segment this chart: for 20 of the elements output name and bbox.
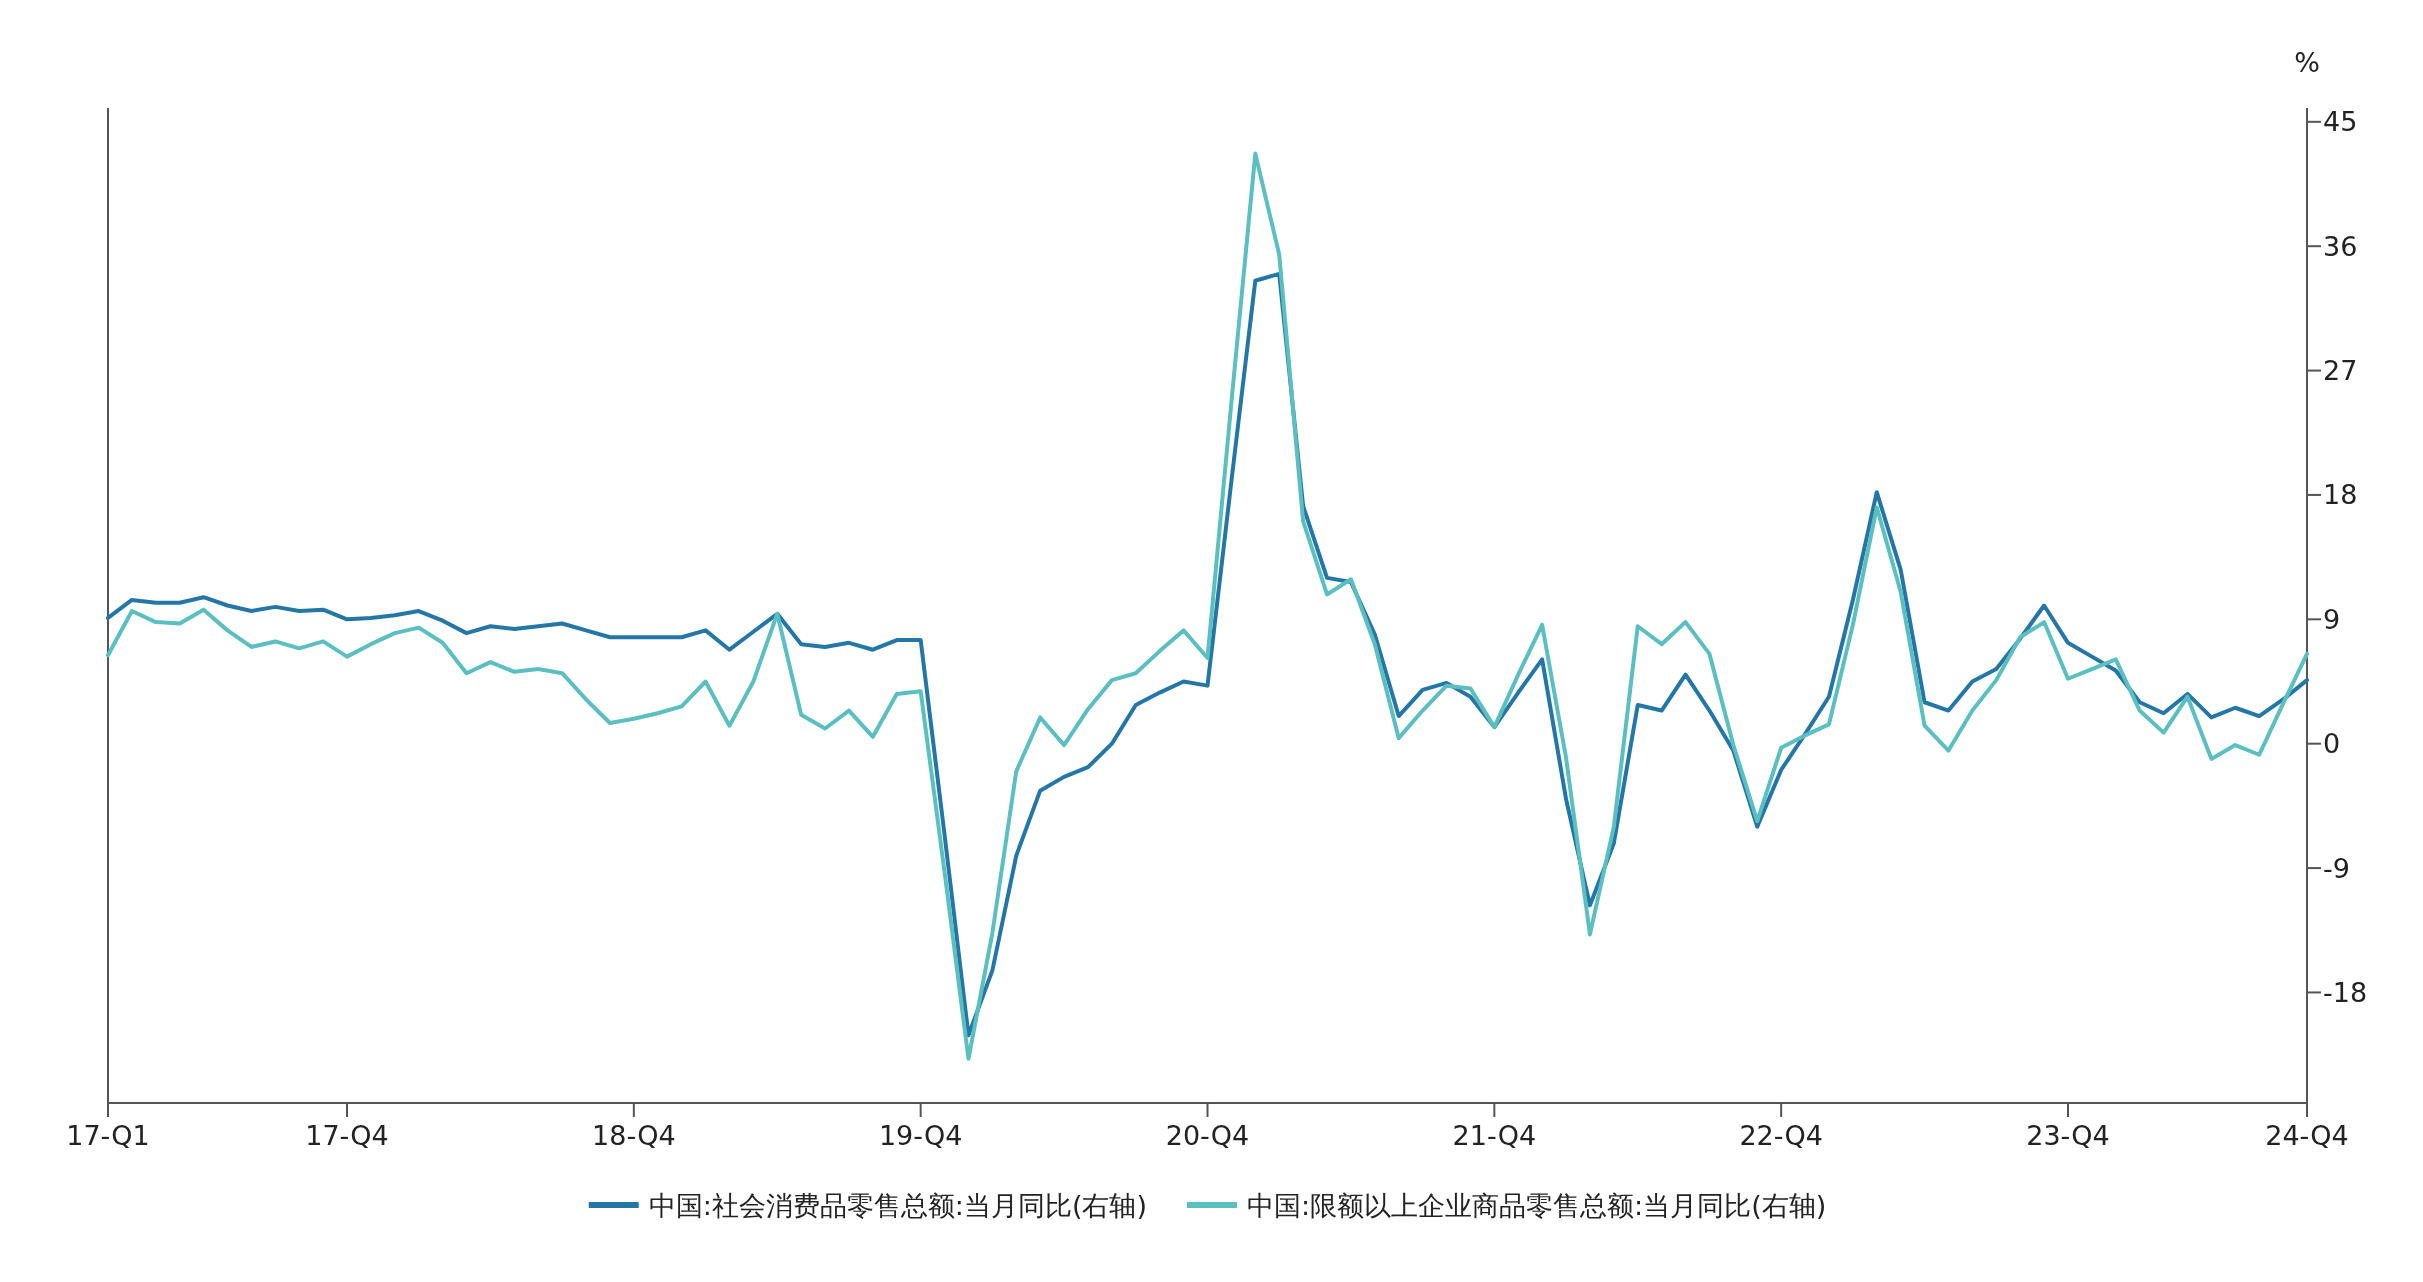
x-tick-label: 23-Q4 — [2026, 1120, 2110, 1151]
y-tick-label: -18 — [2323, 976, 2368, 1008]
x-tick-label: 20-Q4 — [1165, 1120, 1250, 1151]
y-tick-label: 9 — [2323, 603, 2341, 635]
y-tick-label: 36 — [2323, 230, 2358, 262]
legend-label: 中国:限额以上企业商品零售总额:当月同比(右轴) — [1247, 1189, 1827, 1221]
x-tick-label: 17-Q4 — [305, 1120, 389, 1151]
y-tick-label: 18 — [2323, 479, 2358, 511]
x-tick-label: 22-Q4 — [1739, 1120, 1823, 1151]
y-tick-label: 0 — [2323, 728, 2341, 760]
y-axis-title: % — [2294, 47, 2320, 78]
x-tick-label: 24-Q4 — [2265, 1120, 2349, 1151]
x-tick-label: 19-Q4 — [878, 1120, 963, 1151]
legend-label: 中国:社会消费品零售总额:当月同比(右轴) — [648, 1189, 1147, 1221]
x-tick-label: 17-Q1 — [66, 1120, 150, 1151]
y-tick-label: -9 — [2323, 852, 2350, 884]
x-tick-label: 18-Q4 — [592, 1120, 676, 1151]
y-tick-label: 45 — [2323, 106, 2358, 138]
y-tick-label: 27 — [2323, 355, 2358, 387]
x-tick-label: 21-Q4 — [1452, 1120, 1537, 1151]
